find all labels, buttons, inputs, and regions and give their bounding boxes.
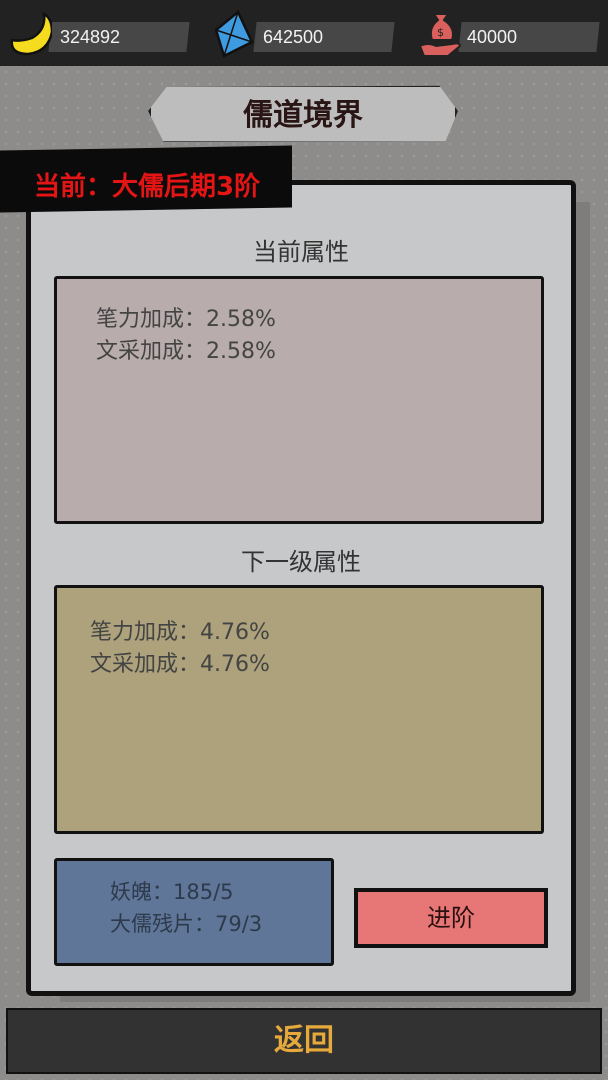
material-line: 大儒残片：79/3 [110,912,263,936]
gold-ingot-icon [10,11,52,56]
attr-line: 笔力加成：4.76% [90,620,270,645]
next-attrs-box [54,585,544,834]
money-count: 40000 [467,27,518,47]
crystal-count: 642500 [263,27,324,47]
attr-line: 笔力加成：2.58% [96,307,276,332]
back-button[interactable]: 返回 [6,1008,602,1074]
materials-box [54,858,334,966]
next-attrs-heading: 下一级属性 [241,548,361,576]
svg-text:$: $ [437,26,444,39]
next-attrs: 笔力加成：4.76% 文采加成：4.76% [90,617,270,681]
page-title: 儒道境界 [243,98,363,133]
current-attrs-box [54,276,544,524]
material-line: 妖魄：185/5 [110,880,234,904]
attr-line: 文采加成：2.58% [96,339,276,364]
materials: 妖魄：185/5 大儒残片：79/3 [110,876,262,940]
current-attrs: 笔力加成：2.58% 文采加成：2.58% [96,304,276,368]
crystal-icon [214,10,254,58]
attr-line: 文采加成：4.76% [90,652,270,677]
money-bag-icon: $ [418,13,462,57]
gold-count: 324892 [60,27,121,47]
title-banner [148,85,458,142]
advance-button[interactable]: 进阶 [354,888,548,948]
current-attrs-heading: 当前属性 [253,238,349,266]
resource-bar: $ 324892 642500 40000 [0,0,608,66]
current-realm: 当前：大儒后期3阶 [34,172,261,202]
